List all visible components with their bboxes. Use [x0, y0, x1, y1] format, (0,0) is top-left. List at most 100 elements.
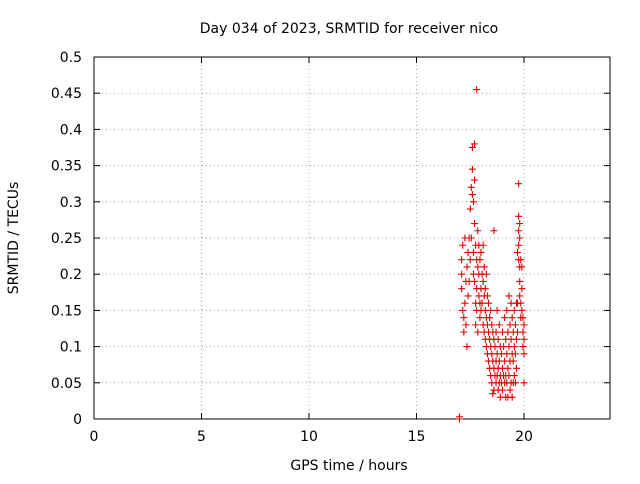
data-point	[474, 328, 482, 336]
data-point	[458, 285, 466, 293]
data-point	[509, 357, 517, 365]
y-tick-label: 0.35	[51, 159, 82, 175]
x-tick-label: 10	[300, 429, 318, 445]
y-axis-label: SRMTID / TECUs	[6, 182, 22, 295]
y-tick-label: 0.25	[51, 231, 82, 247]
data-point	[460, 314, 468, 322]
data-point	[494, 335, 502, 343]
data-point	[467, 183, 475, 191]
data-point	[510, 343, 518, 351]
y-tick-label: 0.2	[60, 267, 82, 283]
data-point	[503, 306, 511, 314]
data-point	[487, 306, 495, 314]
data-point	[478, 299, 486, 307]
data-point	[518, 263, 526, 271]
plot-frame	[93, 56, 611, 420]
data-point	[520, 350, 528, 358]
data-point	[482, 270, 490, 278]
data-point	[479, 277, 487, 285]
data-point	[458, 270, 466, 278]
data-point	[473, 86, 481, 94]
data-point	[481, 285, 489, 293]
data-point	[493, 306, 501, 314]
x-tick-label: 0	[90, 429, 99, 445]
data-point	[489, 390, 497, 398]
data-point	[468, 191, 476, 199]
data-point	[520, 321, 528, 329]
data-point	[512, 364, 520, 372]
data-point	[505, 292, 513, 300]
data-point	[506, 386, 514, 394]
data-point	[499, 386, 506, 394]
data-point	[472, 321, 480, 329]
data-point	[468, 165, 476, 173]
data-point	[468, 144, 476, 151]
data-point	[519, 314, 527, 322]
x-axis-label: GPS time / hours	[290, 458, 407, 474]
x-tick-label: 5	[197, 429, 206, 445]
data-point	[519, 343, 527, 351]
data-point	[510, 306, 518, 314]
y-tick-label: 0.05	[51, 376, 82, 392]
data-point	[462, 321, 470, 329]
data-point	[515, 212, 523, 220]
data-point	[492, 328, 500, 336]
data-point	[511, 321, 519, 329]
y-tick-label: 0.15	[51, 303, 82, 319]
y-tick-label: 0	[73, 412, 82, 428]
data-point	[511, 379, 519, 387]
y-tick-label: 0.45	[51, 86, 82, 102]
data-point	[520, 335, 528, 343]
data-point	[518, 306, 526, 314]
data-point	[514, 248, 522, 256]
data-point	[511, 350, 519, 358]
data-point	[490, 227, 498, 235]
data-point	[495, 321, 503, 329]
data-point	[518, 285, 526, 293]
grid	[94, 57, 610, 419]
data-point	[486, 314, 494, 322]
axis-ticks: 0 5 10 15 20 0 0.05 0.1 0.15 0.2 0.25 0.3 0.35 0.4 0.4…	[51, 50, 610, 445]
data-point	[471, 176, 479, 184]
data-point	[477, 248, 485, 256]
data-point	[463, 263, 471, 271]
y-tick-label: 0.5	[60, 50, 82, 66]
data-point	[467, 234, 475, 242]
data-point	[466, 205, 474, 213]
data-point	[458, 256, 466, 264]
data-point	[476, 314, 484, 322]
data-point	[488, 321, 496, 329]
data-point	[515, 227, 523, 235]
data-point	[483, 292, 491, 300]
x-tick-label: 20	[515, 429, 533, 445]
data-points	[456, 86, 528, 423]
y-tick-label: 0.1	[60, 340, 82, 356]
data-point	[474, 263, 482, 271]
data-point	[516, 277, 524, 285]
data-point	[460, 328, 468, 336]
data-point	[508, 393, 516, 401]
data-point	[464, 292, 472, 300]
data-point	[485, 299, 493, 307]
chart-title: Day 034 of 2023, SRMTID for receiver nic…	[200, 21, 498, 37]
data-point	[520, 379, 528, 387]
data-point	[516, 220, 524, 228]
y-tick-label: 0.3	[60, 195, 82, 211]
x-tick-label: 15	[408, 429, 426, 445]
data-point	[517, 256, 525, 264]
data-point	[466, 256, 474, 264]
data-point	[479, 241, 487, 249]
data-point	[469, 248, 477, 256]
data-point	[459, 241, 467, 249]
data-point	[461, 299, 469, 307]
data-point	[476, 256, 484, 264]
y-tick-label: 0.4	[60, 122, 82, 138]
data-point	[471, 140, 479, 148]
data-point	[463, 343, 471, 351]
data-point	[519, 328, 527, 336]
data-point	[512, 335, 520, 343]
data-point	[459, 306, 467, 314]
data-point	[456, 413, 463, 421]
